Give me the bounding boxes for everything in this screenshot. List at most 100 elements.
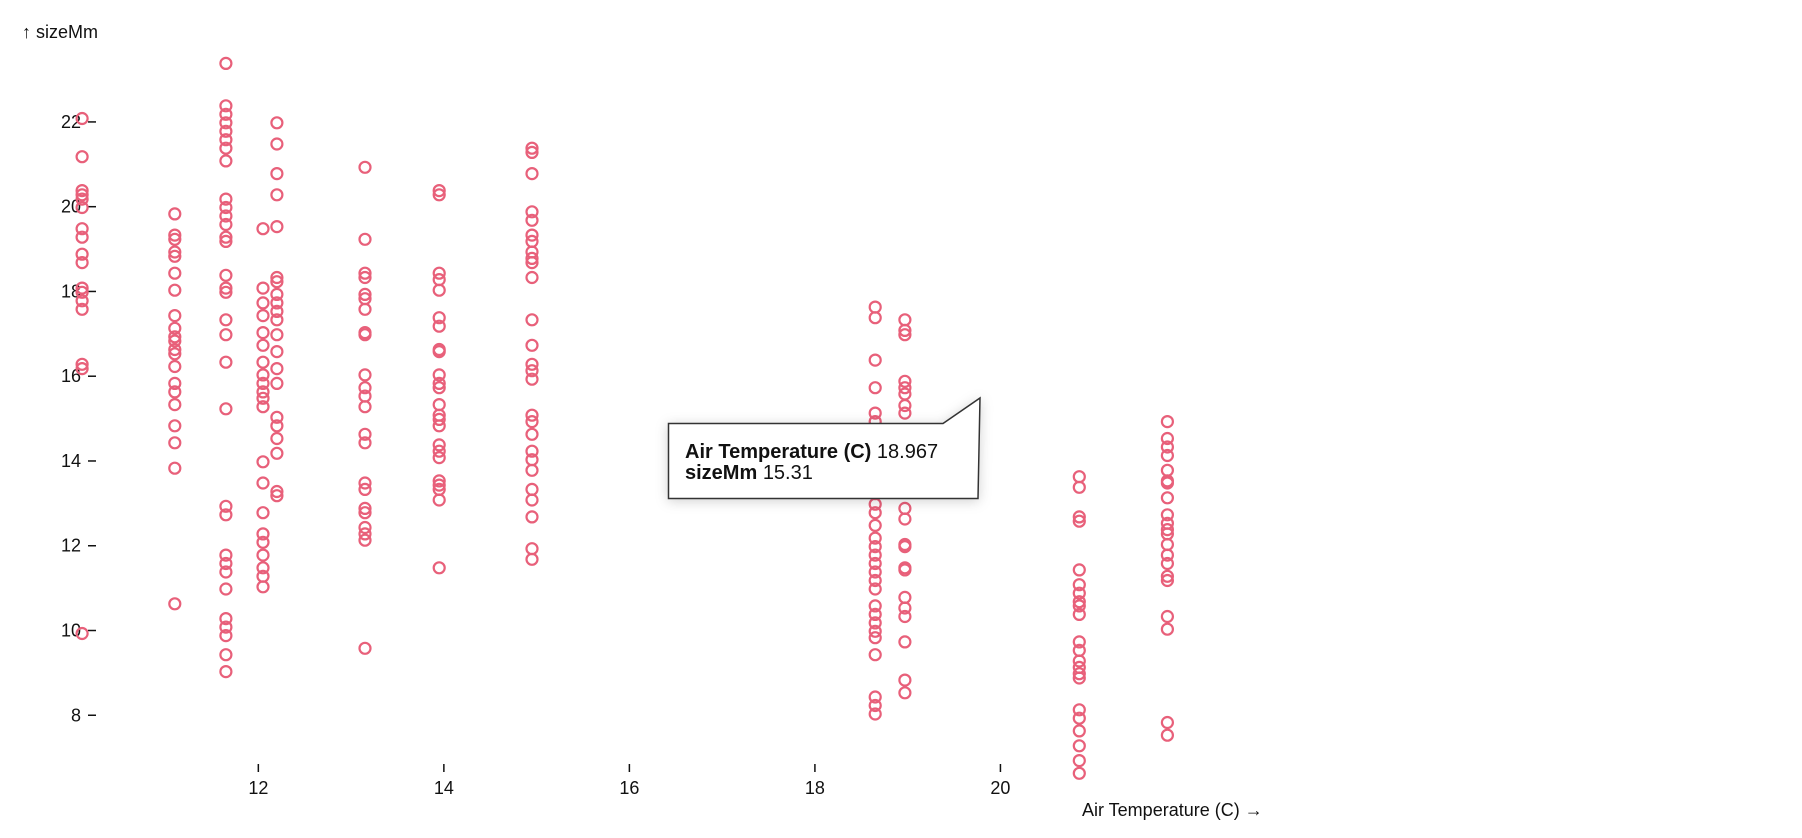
data-point[interactable]	[270, 296, 284, 310]
data-point[interactable]	[868, 300, 882, 314]
data-point[interactable]	[525, 542, 539, 556]
data-point[interactable]	[270, 345, 284, 359]
data-point[interactable]	[898, 539, 912, 554]
data-point[interactable]	[75, 150, 89, 164]
data-point[interactable]	[168, 321, 182, 335]
data-point[interactable]	[270, 275, 284, 289]
data-point[interactable]	[1072, 595, 1086, 609]
data-point[interactable]	[168, 376, 182, 390]
data-point[interactable]	[1072, 578, 1086, 592]
data-point[interactable]	[75, 281, 89, 295]
data-point[interactable]	[898, 323, 912, 337]
data-point[interactable]	[358, 266, 372, 280]
data-point[interactable]	[270, 328, 284, 342]
data-point[interactable]	[868, 582, 882, 596]
data-point[interactable]	[168, 266, 182, 280]
data-point[interactable]	[1160, 415, 1175, 429]
data-point[interactable]	[1160, 463, 1175, 477]
data-point[interactable]	[525, 256, 539, 270]
data-point[interactable]	[219, 234, 233, 248]
data-point[interactable]	[168, 228, 182, 242]
data-point[interactable]	[219, 141, 233, 155]
data-point[interactable]	[432, 451, 446, 465]
data-point[interactable]	[898, 563, 912, 577]
data-point[interactable]	[256, 580, 270, 594]
data-point[interactable]	[358, 400, 372, 414]
data-point[interactable]	[75, 626, 89, 641]
data-point[interactable]	[1072, 599, 1086, 613]
data-point[interactable]	[432, 266, 446, 280]
data-point[interactable]	[868, 518, 882, 533]
data-point[interactable]	[75, 285, 89, 299]
data-point[interactable]	[75, 184, 89, 198]
data-point[interactable]	[256, 476, 270, 490]
data-point[interactable]	[256, 561, 270, 575]
data-point[interactable]	[168, 334, 182, 348]
data-point[interactable]	[525, 510, 539, 524]
data-point[interactable]	[358, 501, 372, 515]
data-point[interactable]	[868, 698, 882, 713]
data-point[interactable]	[525, 552, 539, 566]
data-point[interactable]	[168, 207, 182, 221]
data-point[interactable]	[270, 446, 284, 460]
data-point[interactable]	[75, 200, 89, 215]
data-point[interactable]	[525, 141, 539, 155]
data-point[interactable]	[525, 228, 539, 242]
data-point[interactable]	[525, 205, 539, 219]
data-point[interactable]	[1072, 635, 1086, 649]
data-point[interactable]	[219, 620, 233, 634]
data-point[interactable]	[358, 232, 372, 246]
data-point[interactable]	[1072, 607, 1086, 622]
data-point[interactable]	[358, 368, 372, 382]
data-point[interactable]	[358, 506, 372, 520]
data-point[interactable]	[256, 535, 270, 549]
data-point[interactable]	[219, 582, 233, 596]
data-point[interactable]	[75, 222, 89, 236]
data-point[interactable]	[219, 355, 233, 369]
data-point[interactable]	[525, 313, 539, 327]
data-point[interactable]	[868, 531, 882, 545]
data-point[interactable]	[75, 302, 89, 316]
data-point[interactable]	[75, 294, 89, 308]
data-point[interactable]	[75, 188, 89, 202]
data-point[interactable]	[432, 419, 446, 433]
data-point[interactable]	[432, 376, 446, 390]
data-point[interactable]	[525, 213, 539, 227]
data-point[interactable]	[168, 461, 182, 475]
data-point[interactable]	[75, 357, 89, 371]
data-point[interactable]	[219, 107, 233, 121]
data-point[interactable]	[219, 499, 233, 513]
data-point[interactable]	[432, 311, 446, 325]
data-point[interactable]	[358, 160, 372, 174]
data-point[interactable]	[898, 590, 912, 605]
data-point[interactable]	[1160, 728, 1175, 742]
data-point[interactable]	[168, 249, 182, 263]
data-point[interactable]	[1160, 573, 1175, 588]
data-point[interactable]	[270, 270, 284, 285]
data-point[interactable]	[1072, 470, 1086, 484]
data-point[interactable]	[219, 556, 233, 571]
data-point[interactable]	[1072, 480, 1086, 494]
data-point[interactable]	[358, 270, 372, 285]
data-point[interactable]	[358, 527, 372, 541]
data-point[interactable]	[1072, 753, 1086, 768]
data-point[interactable]	[75, 230, 89, 244]
data-point[interactable]	[1072, 563, 1086, 577]
data-point[interactable]	[358, 436, 372, 450]
data-point[interactable]	[1160, 537, 1175, 552]
data-point[interactable]	[525, 364, 539, 378]
data-point[interactable]	[358, 476, 372, 490]
data-point[interactable]	[270, 167, 284, 181]
data-point[interactable]	[1072, 667, 1086, 681]
data-point[interactable]	[219, 56, 233, 71]
data-point[interactable]	[219, 154, 233, 168]
data-point[interactable]	[432, 561, 446, 575]
data-point[interactable]	[525, 415, 539, 429]
data-point[interactable]	[75, 256, 89, 270]
data-point[interactable]	[1160, 569, 1175, 583]
data-point[interactable]	[1072, 711, 1086, 725]
data-point[interactable]	[868, 631, 882, 645]
data-point[interactable]	[270, 116, 284, 130]
data-point[interactable]	[168, 419, 182, 433]
data-point[interactable]	[1072, 654, 1086, 668]
